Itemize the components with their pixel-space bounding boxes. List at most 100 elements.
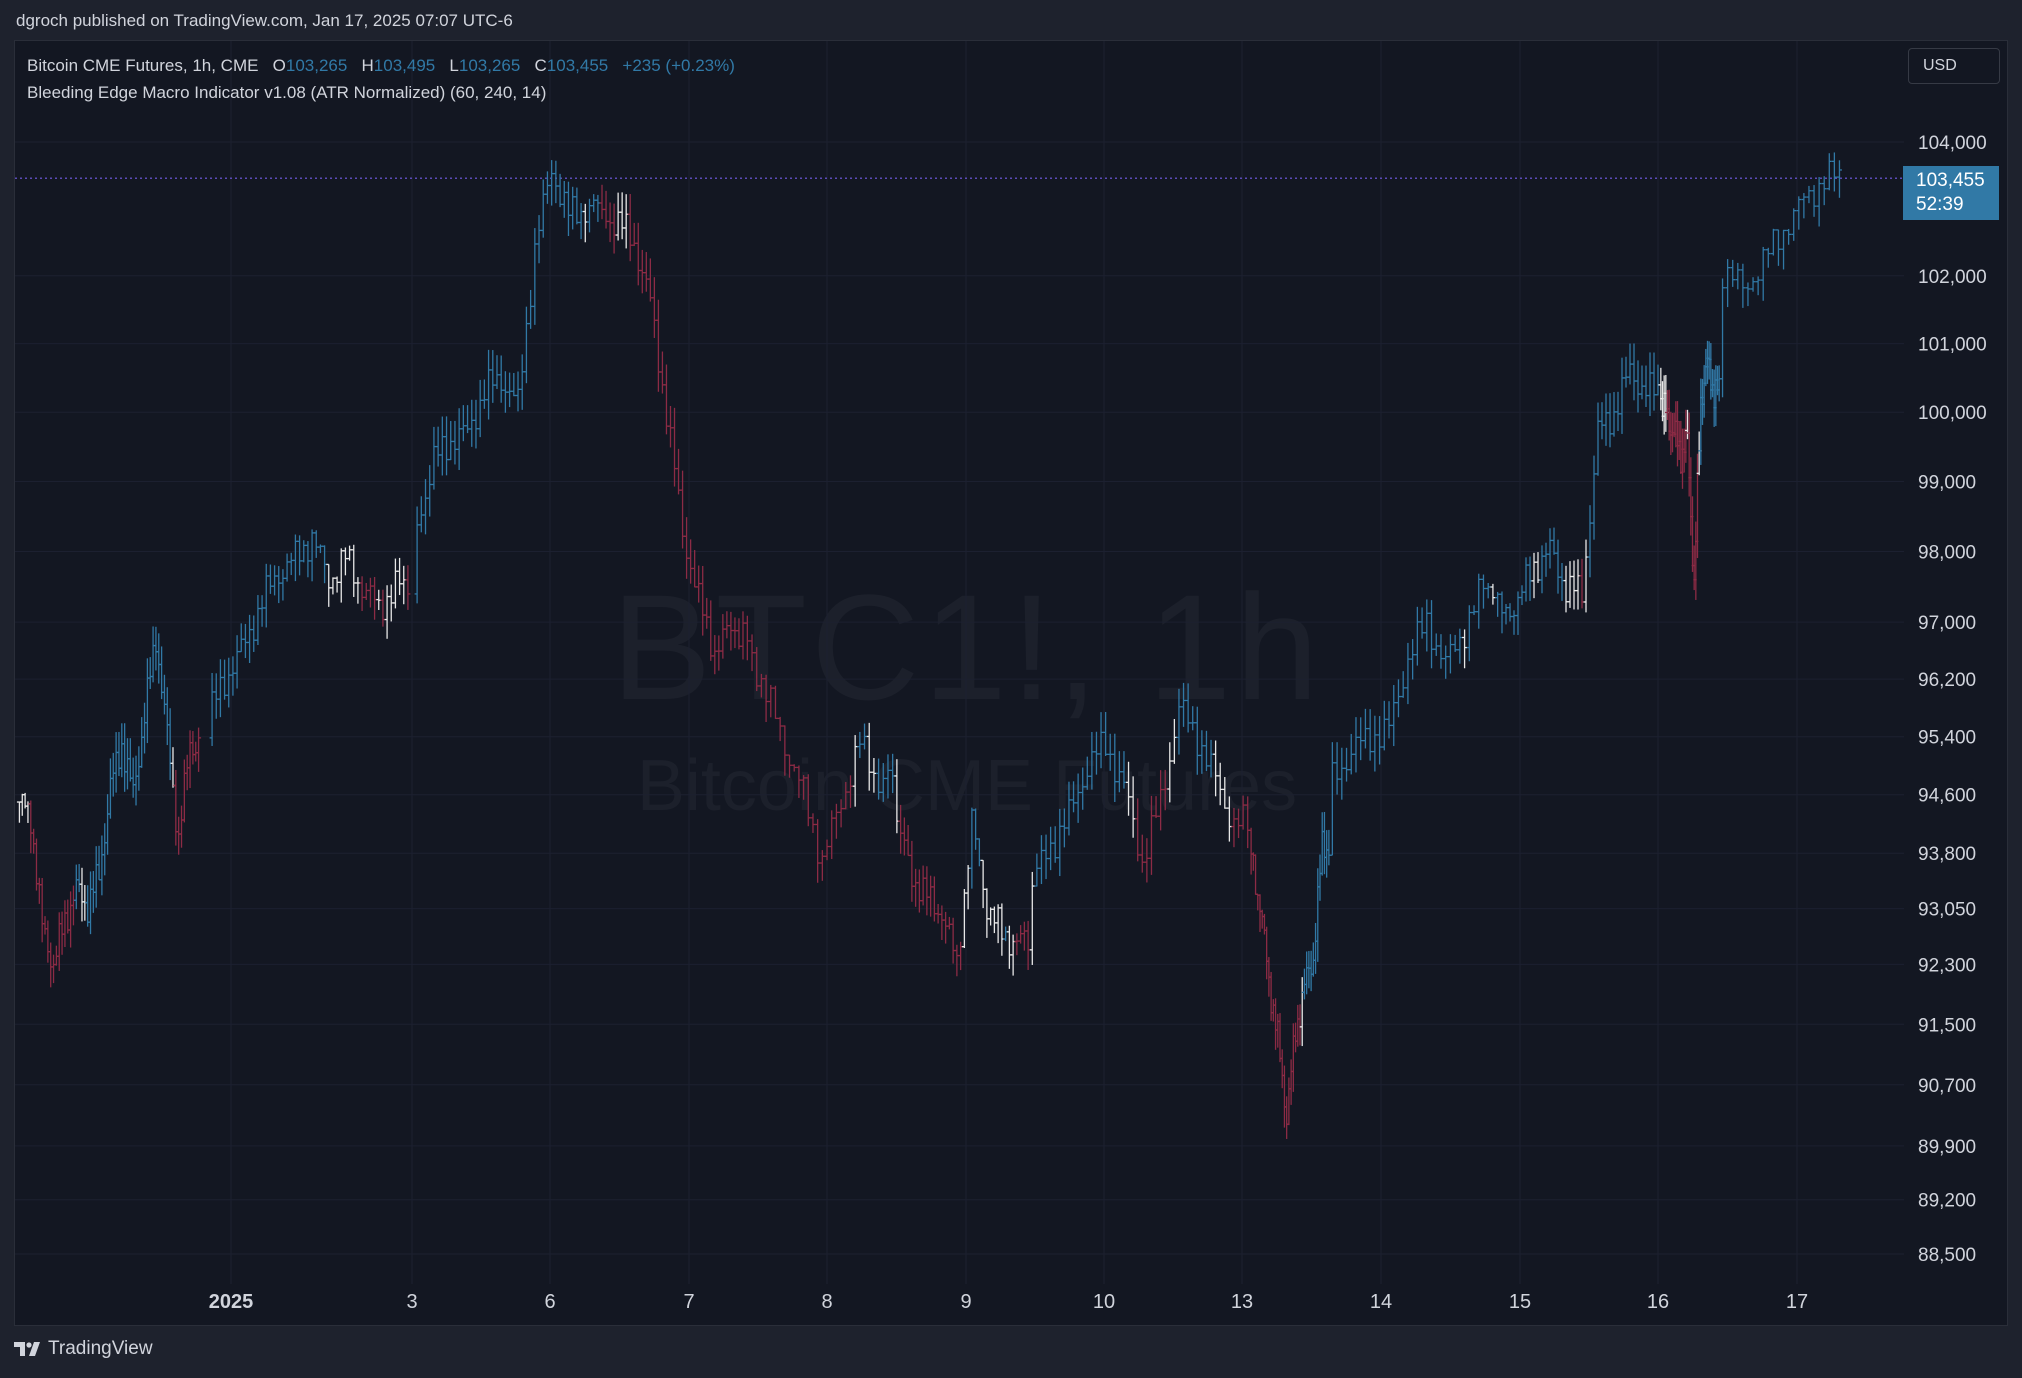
ohlc-bar	[217, 659, 223, 718]
ohlc-bar	[943, 911, 949, 944]
ohlc-bar	[107, 758, 113, 819]
ohlc-bar	[1080, 767, 1086, 810]
ohlc-bar	[28, 800, 34, 854]
ohlc-bar	[276, 566, 282, 604]
ohlc-bar	[523, 306, 529, 384]
ohlc-bar	[330, 577, 336, 595]
ohlc-bar	[209, 672, 215, 746]
ohlc-bar	[857, 731, 863, 759]
ohlc-bar	[242, 623, 248, 659]
ohlc-bar	[147, 657, 153, 689]
ohlc-bar	[88, 871, 94, 935]
ohlc-bar	[1471, 605, 1477, 615]
ohlc-bar	[313, 530, 319, 558]
ohlc-bar	[1765, 247, 1771, 268]
ohlc-bar	[51, 954, 57, 984]
ohlc-bar	[519, 354, 525, 410]
chart-frame[interactable]: BTC1!, 1h Bitcoin CME Futures	[14, 40, 2008, 1326]
ohlc-bar	[758, 673, 764, 698]
ohlc-bar	[1112, 733, 1118, 803]
ohlc-bar	[991, 906, 997, 934]
y-tick-label: 99,000	[1918, 472, 1976, 493]
ohlc-bar	[1066, 781, 1072, 836]
currency-button[interactable]: USD	[1908, 48, 2000, 84]
ohlc-bar	[796, 765, 802, 798]
ohlc-bar	[288, 552, 294, 576]
ohlc-bar	[1176, 688, 1182, 755]
ohlc-bar	[1507, 603, 1513, 622]
footer-brand[interactable]: TradingView	[14, 1338, 153, 1360]
ohlc-bar	[672, 407, 678, 487]
ohlc-bar	[452, 420, 458, 465]
legend-high-value: 103,495	[373, 56, 436, 75]
ohlc-bar	[736, 618, 742, 650]
ohlc-bar	[787, 754, 793, 778]
ohlc-bar	[782, 725, 788, 776]
ohlc-bar	[1367, 709, 1373, 761]
ohlc-bar	[68, 891, 74, 948]
ohlc-bar	[280, 569, 286, 601]
ohlc-bar	[473, 399, 479, 449]
ohlc-bar	[540, 179, 546, 238]
ohlc-bar	[1567, 561, 1573, 608]
y-tick-label: 95,400	[1918, 728, 1976, 749]
y-tick-label: 93,800	[1918, 844, 1976, 865]
y-tick-label: 89,200	[1918, 1191, 1976, 1212]
ohlc-bar	[19, 793, 25, 816]
price-chart[interactable]: 104,000 102,000 101,000 100,000 99,000 98,000…	[0, 0, 2022, 1338]
ohlc-bar	[763, 674, 769, 723]
ohlc-bar	[1579, 558, 1585, 609]
ohlc-bar	[124, 738, 130, 790]
ohlc-bar	[1153, 796, 1159, 819]
ohlc-bar	[1831, 152, 1837, 192]
ohlc-bar	[1222, 777, 1228, 809]
ohlc-bar	[1619, 357, 1625, 434]
ohlc-bar	[144, 658, 150, 744]
ohlc-bar	[1014, 933, 1020, 956]
ohlc-bar	[890, 753, 896, 794]
ohlc-bar	[536, 215, 542, 264]
ohlc-bar	[150, 626, 156, 683]
ohlc-bar	[1531, 552, 1537, 599]
ohlc-bar	[392, 558, 398, 609]
ohlc-bar	[1462, 629, 1468, 669]
ohlc-bar	[1583, 539, 1589, 613]
ohlc-bar	[810, 813, 816, 833]
ohlc-bar	[105, 794, 111, 855]
ohlc-bar	[847, 775, 853, 808]
tradingview-logo-icon	[14, 1341, 40, 1356]
ohlc-bar	[1084, 756, 1090, 790]
watermark-name: Bitcoin CME Futures	[636, 746, 1298, 826]
ohlc-bar	[1021, 921, 1027, 951]
ohlc-bar	[142, 702, 148, 754]
ohlc-bar	[36, 877, 42, 904]
ohlc-bar	[284, 553, 290, 582]
ohlc-bar	[1535, 552, 1541, 584]
ohlc-bar	[553, 160, 559, 204]
ohlc-bar	[73, 864, 79, 910]
ohlc-bar	[372, 576, 378, 620]
ohlc-bar	[159, 646, 165, 700]
legend-indicator[interactable]: Bleeding Edge Macro Indicator v1.08 (ATR…	[27, 83, 547, 102]
ohlc-bar	[1348, 733, 1354, 775]
ohlc-bar	[1208, 739, 1214, 778]
ohlc-bar	[1148, 795, 1154, 875]
ohlc-bar	[1190, 706, 1196, 731]
ohlc-bar	[1591, 455, 1597, 540]
legend-symbol[interactable]: Bitcoin CME Futures, 1h, CME	[27, 56, 259, 75]
ohlc-bar	[1381, 700, 1387, 751]
x-tick-label: 3	[406, 1291, 417, 1313]
ohlc-bar	[1623, 356, 1629, 388]
ohlc-bar	[843, 781, 849, 810]
ohlc-bar	[1405, 642, 1411, 705]
ohlc-bar	[995, 904, 1001, 944]
ohlc-bar	[367, 577, 373, 608]
ohlc-bar	[1476, 573, 1482, 629]
ohlc-bar	[1121, 751, 1127, 789]
ohlc-bar	[805, 774, 811, 827]
ohlc-bar	[1419, 607, 1425, 639]
ohlc-bar	[167, 708, 173, 781]
ohlc-bar	[1344, 747, 1350, 782]
ohlc-bar	[456, 408, 462, 470]
ohlc-bar	[871, 757, 877, 793]
